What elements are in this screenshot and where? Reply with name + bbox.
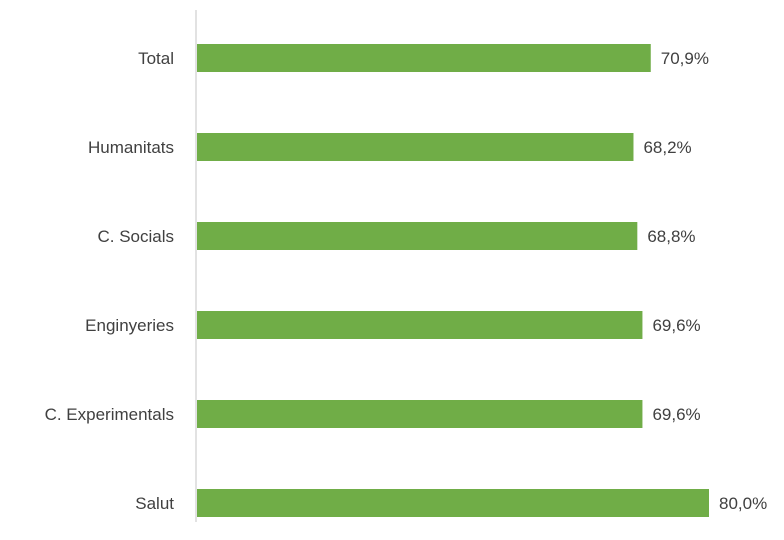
category-label-2: C. Socials	[97, 227, 174, 246]
bar-2	[197, 222, 638, 250]
bar-3	[197, 311, 643, 339]
category-label-3: Enginyeries	[85, 316, 174, 335]
category-label-1: Humanitats	[88, 138, 174, 157]
category-labels-group: Total Humanitats C. Socials Enginyeries C. E…	[45, 49, 175, 513]
value-label-4: 69,6%	[652, 405, 700, 424]
value-label-5: 80,0%	[719, 494, 767, 513]
value-label-1: 68,2%	[643, 138, 691, 157]
value-label-3: 69,6%	[652, 316, 700, 335]
bars-group	[197, 44, 709, 517]
value-labels-group: 70,9% 68,2% 68,8% 69,6% 69,6% 80,0%	[643, 49, 767, 513]
bar-5	[197, 489, 709, 517]
bar-1	[197, 133, 634, 161]
value-label-0: 70,9%	[661, 49, 709, 68]
bar-0	[197, 44, 651, 72]
category-label-4: C. Experimentals	[45, 405, 174, 424]
value-label-2: 68,8%	[647, 227, 695, 246]
category-label-5: Salut	[135, 494, 174, 513]
category-label-0: Total	[138, 49, 174, 68]
bar-4	[197, 400, 643, 428]
